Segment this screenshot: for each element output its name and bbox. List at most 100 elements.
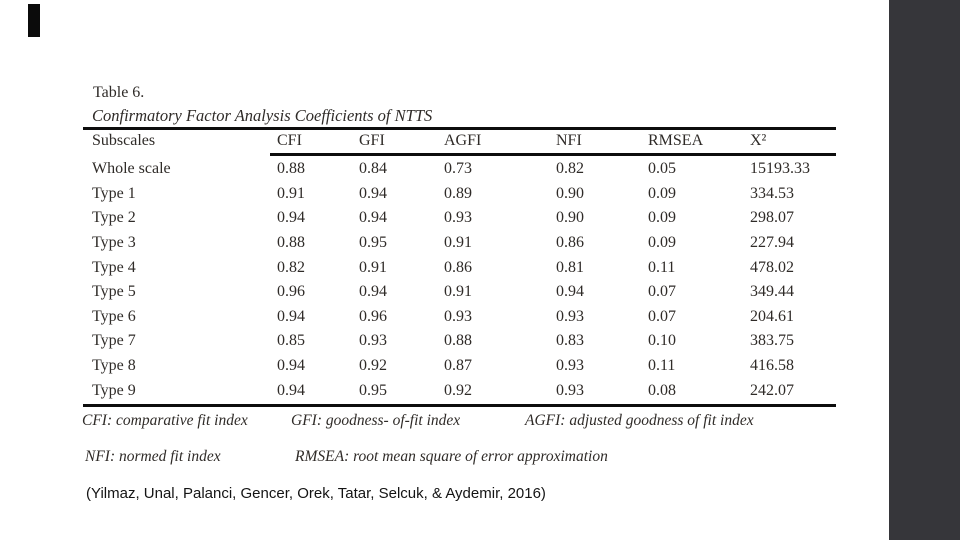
row-value-cell: 0.82 (277, 258, 305, 276)
row-value-cell: 0.09 (648, 184, 676, 202)
table-row: Type 6 0.94 0.96 0.93 0.93 0.07 204.61 (83, 305, 836, 330)
row-value-cell: 15193.33 (750, 160, 810, 178)
row-value-cell: 0.94 (277, 381, 305, 399)
row-value-cell: 0.83 (556, 332, 584, 350)
row-value-cell: 0.82 (556, 160, 584, 178)
row-value-cell: 0.95 (359, 234, 387, 252)
table-header-row: Subscales CFI GFI AGFI NFI RMSEA X² (83, 130, 836, 152)
row-value-cell: 0.09 (648, 209, 676, 227)
row-value-cell: 0.73 (444, 160, 472, 178)
row-value-cell: 0.90 (556, 209, 584, 227)
right-dark-panel (889, 0, 960, 540)
row-value-cell: 204.61 (750, 307, 794, 325)
row-value-cell: 0.88 (444, 332, 472, 350)
row-value-cell: 0.85 (277, 332, 305, 350)
row-subscale-label: Type 4 (92, 258, 136, 276)
table-row: Type 3 0.88 0.95 0.91 0.86 0.09 227.94 (83, 231, 836, 256)
row-value-cell: 0.94 (277, 307, 305, 325)
row-subscale-label: Type 7 (92, 332, 136, 350)
row-subscale-label: Type 8 (92, 357, 136, 375)
row-value-cell: 334.53 (750, 184, 794, 202)
row-value-cell: 0.94 (556, 283, 584, 301)
row-value-cell: 0.94 (359, 209, 387, 227)
table-row: Type 5 0.96 0.94 0.91 0.94 0.07 349.44 (83, 280, 836, 305)
row-value-cell: 0.92 (359, 357, 387, 375)
row-value-cell: 0.07 (648, 307, 676, 325)
row-subscale-label: Type 1 (92, 184, 136, 202)
row-subscale-label: Type 5 (92, 283, 136, 301)
row-value-cell: 349.44 (750, 283, 794, 301)
row-subscale-label: Type 9 (92, 381, 136, 399)
row-value-cell: 0.92 (444, 381, 472, 399)
row-value-cell: 0.89 (444, 184, 472, 202)
col-header-chisquare: X² (750, 132, 767, 149)
table-row: Type 4 0.82 0.91 0.86 0.81 0.11 478.02 (83, 255, 836, 280)
row-value-cell: 0.94 (277, 357, 305, 375)
footnote-rmsea: RMSEA: root mean square of error approxi… (295, 448, 608, 465)
row-subscale-label: Whole scale (92, 160, 171, 178)
row-value-cell: 0.95 (359, 381, 387, 399)
row-value-cell: 0.91 (359, 258, 387, 276)
row-value-cell: 0.87 (444, 357, 472, 375)
row-value-cell: 0.93 (359, 332, 387, 350)
row-subscale-label: Type 3 (92, 234, 136, 252)
citation-text: (Yilmaz, Unal, Palanci, Gencer, Orek, Ta… (86, 485, 546, 502)
footnote-gfi: GFI: goodness- of-fit index (291, 412, 461, 429)
row-value-cell: 0.81 (556, 258, 584, 276)
col-header-agfi: AGFI (444, 132, 482, 149)
row-value-cell: 0.08 (648, 381, 676, 399)
row-value-cell: 0.09 (648, 234, 676, 252)
table-footnotes: CFI: comparative fit index GFI: goodness… (82, 409, 842, 469)
row-value-cell: 0.94 (359, 283, 387, 301)
table-row: Type 8 0.94 0.92 0.87 0.93 0.11 416.58 (83, 354, 836, 379)
footnote-cfi: CFI: comparative fit index (82, 412, 248, 429)
row-value-cell: 0.96 (359, 307, 387, 325)
row-value-cell: 0.96 (277, 283, 305, 301)
table-bottom-rule (83, 404, 836, 407)
row-value-cell: 0.93 (444, 307, 472, 325)
row-value-cell: 0.88 (277, 160, 305, 178)
table-row: Type 9 0.94 0.95 0.92 0.93 0.08 242.07 (83, 378, 836, 403)
row-value-cell: 227.94 (750, 234, 794, 252)
row-value-cell: 242.07 (750, 381, 794, 399)
row-subscale-label: Type 6 (92, 307, 136, 325)
table-body: Whole scale 0.88 0.84 0.73 0.82 0.05 15193.33 T… (83, 157, 836, 403)
row-value-cell: 0.11 (648, 357, 676, 375)
table-row: Whole scale 0.88 0.84 0.73 0.82 0.05 15193.33 (83, 157, 836, 182)
col-header-cfi: CFI (277, 132, 302, 149)
row-value-cell: 0.84 (359, 160, 387, 178)
row-value-cell: 0.93 (556, 357, 584, 375)
row-value-cell: 0.94 (277, 209, 305, 227)
row-value-cell: 0.11 (648, 258, 676, 276)
row-value-cell: 0.91 (444, 283, 472, 301)
col-header-gfi: GFI (359, 132, 385, 149)
row-value-cell: 416.58 (750, 357, 794, 375)
table-caption: Confirmatory Factor Analysis Coefficient… (92, 106, 433, 125)
row-value-cell: 0.07 (648, 283, 676, 301)
footnote-agfi: AGFI: adjusted goodness of fit index (525, 412, 754, 429)
row-value-cell: 0.91 (277, 184, 305, 202)
row-value-cell: 0.93 (556, 381, 584, 399)
col-header-nfi: NFI (556, 132, 582, 149)
table-header-rule (270, 153, 836, 156)
row-value-cell: 0.88 (277, 234, 305, 252)
row-value-cell: 298.07 (750, 209, 794, 227)
cfa-table: Table 6. Confirmatory Factor Analysis Co… (83, 84, 836, 410)
footnote-nfi: NFI: normed fit index (85, 448, 221, 465)
row-value-cell: 0.90 (556, 184, 584, 202)
row-value-cell: 478.02 (750, 258, 794, 276)
row-value-cell: 0.05 (648, 160, 676, 178)
row-value-cell: 0.10 (648, 332, 676, 350)
col-header-subscales: Subscales (92, 132, 156, 149)
row-value-cell: 0.94 (359, 184, 387, 202)
table-row: Type 7 0.85 0.93 0.88 0.83 0.10 383.75 (83, 329, 836, 354)
row-value-cell: 0.91 (444, 234, 472, 252)
table-label: Table 6. (93, 84, 145, 101)
table-row: Type 1 0.91 0.94 0.89 0.90 0.09 334.53 (83, 182, 836, 207)
row-value-cell: 383.75 (750, 332, 794, 350)
col-header-rmsea: RMSEA (648, 132, 704, 149)
row-value-cell: 0.93 (444, 209, 472, 227)
row-value-cell: 0.86 (444, 258, 472, 276)
slide-edge-mark (28, 4, 40, 37)
